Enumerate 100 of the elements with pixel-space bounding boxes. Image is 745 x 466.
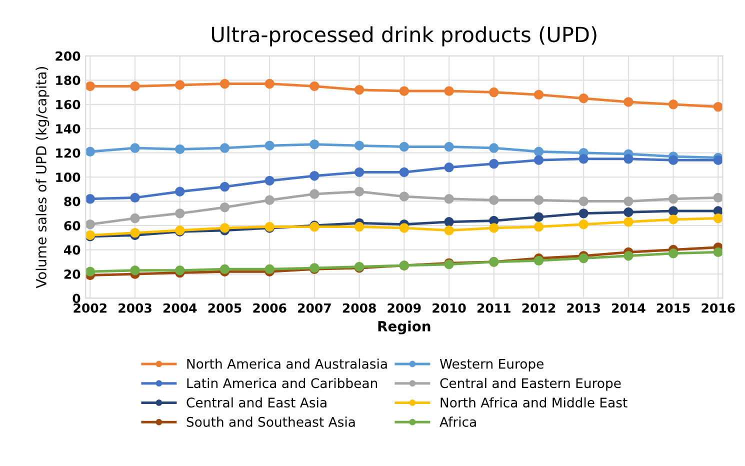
y-tick-label: 160 xyxy=(56,100,80,110)
point xyxy=(444,86,454,96)
point xyxy=(130,228,140,238)
point xyxy=(399,192,410,202)
point xyxy=(624,154,634,164)
point xyxy=(86,146,96,156)
x-tick-label: 2007 xyxy=(298,303,331,313)
point xyxy=(578,219,588,230)
point xyxy=(668,206,678,216)
x-tick-label: 2003 xyxy=(118,303,152,313)
point xyxy=(86,194,96,204)
x-tick-label: 2016 xyxy=(702,303,735,313)
y-tick-label: 20 xyxy=(64,269,80,279)
y-tick-label: 120 xyxy=(56,148,80,158)
point xyxy=(86,266,96,276)
point xyxy=(130,192,140,203)
point xyxy=(354,167,364,178)
point xyxy=(444,217,454,227)
point xyxy=(713,155,723,165)
point xyxy=(668,155,678,165)
y-tick-label: 80 xyxy=(64,196,80,206)
legend-label: Western Europe xyxy=(440,358,544,372)
point xyxy=(668,214,678,224)
legend-label: Central and East Asia xyxy=(186,397,326,408)
point xyxy=(264,176,274,186)
point xyxy=(220,78,230,89)
point xyxy=(489,158,499,169)
point xyxy=(534,212,544,222)
point xyxy=(175,208,185,218)
x-axis-title: Region xyxy=(378,320,430,334)
x-tick-label: 2004 xyxy=(163,303,197,313)
x-tick-label: 2013 xyxy=(567,303,600,313)
point xyxy=(130,266,140,276)
point xyxy=(713,192,723,203)
point xyxy=(534,256,544,266)
point xyxy=(86,219,96,230)
point xyxy=(175,144,185,154)
point xyxy=(444,162,454,172)
point xyxy=(578,208,588,218)
point xyxy=(264,264,274,274)
legend-label: Latin America and Caribbean xyxy=(187,378,378,388)
point xyxy=(713,102,723,112)
x-tick-label: 2014 xyxy=(612,303,646,313)
point xyxy=(624,217,634,227)
x-tick-label: 2005 xyxy=(208,303,242,313)
point xyxy=(668,100,678,110)
point xyxy=(534,155,544,165)
x-tick-label: 2010 xyxy=(432,303,466,313)
point xyxy=(354,140,364,150)
point xyxy=(534,195,544,205)
x-tick-label: 2015 xyxy=(656,303,690,313)
point xyxy=(220,264,230,274)
y-tick-label: 100 xyxy=(56,172,80,182)
point xyxy=(220,223,230,233)
point xyxy=(668,194,678,204)
point xyxy=(175,186,185,196)
point xyxy=(399,142,410,152)
x-tick-label: 2012 xyxy=(522,303,556,313)
point xyxy=(489,223,499,233)
y-tick-label: 0 xyxy=(72,294,80,304)
point xyxy=(399,167,410,178)
point xyxy=(444,194,454,204)
point xyxy=(130,81,140,92)
y-tick-label: 180 xyxy=(56,76,80,86)
legend-label: South and Southeast Asia xyxy=(186,416,355,427)
point xyxy=(310,81,320,92)
point xyxy=(489,195,499,205)
point xyxy=(624,196,634,206)
point xyxy=(354,84,364,95)
chart-title: Ultra-processed drink products (UPD) xyxy=(212,26,596,46)
point xyxy=(713,247,723,258)
x-tick-label: 2006 xyxy=(253,303,286,313)
y-axis-title: Volume sales of UPD (kg/capita) xyxy=(36,67,50,288)
point xyxy=(130,143,140,153)
point xyxy=(175,80,185,90)
legend-label: North America and Australasia xyxy=(187,358,387,369)
point xyxy=(220,143,230,153)
point xyxy=(444,142,454,152)
y-tick-label: 140 xyxy=(56,124,80,134)
x-tick-label: 2002 xyxy=(74,303,106,313)
legend-label: Africa xyxy=(440,416,476,427)
point xyxy=(444,226,454,236)
x-tick-label: 2008 xyxy=(342,303,376,313)
point xyxy=(624,207,634,218)
y-tick-label: 60 xyxy=(64,221,80,230)
x-tick-label: 2011 xyxy=(477,303,510,313)
point xyxy=(264,78,274,89)
point xyxy=(489,143,499,153)
point xyxy=(578,196,588,206)
point xyxy=(578,154,588,164)
point xyxy=(489,87,499,98)
legend-label: North Africa and Middle East xyxy=(440,397,628,408)
point xyxy=(624,97,634,107)
point xyxy=(86,81,96,92)
point xyxy=(354,186,364,196)
point xyxy=(310,171,320,181)
point xyxy=(264,140,274,150)
point xyxy=(130,213,140,224)
y-tick-label: 200 xyxy=(56,51,80,61)
point xyxy=(713,213,723,224)
